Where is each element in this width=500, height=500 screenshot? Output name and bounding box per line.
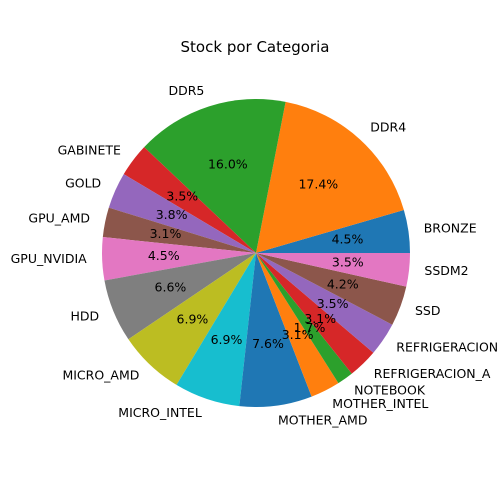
chart-title: Stock por Categoria [181,38,330,56]
label-ddr5: DDR5 [169,83,205,98]
slice-ssdm2 [256,253,410,287]
slice-notebook [256,253,352,384]
pct-refrigeracion: 3.5% [317,296,349,311]
slice-refrigeracion [256,253,393,353]
slice-mother-intel [256,253,339,397]
pct-gabinete: 3.5% [166,189,198,204]
pct-gpu-amd: 3.1% [150,226,182,241]
slice-refrigeracion-a [256,253,374,374]
label-bronze: BRONZE [424,221,477,236]
pct-refrigeracion-a: 3.1% [304,311,336,326]
slice-ssd [256,253,407,325]
label-gold: GOLD [65,176,101,191]
slice-gpu-nvidia [102,237,256,281]
pct-micro-amd: 6.9% [177,312,209,327]
pct-gold: 3.8% [156,207,188,222]
pct-ddr5: 16.0% [208,157,248,172]
slice-micro-intel [176,253,256,407]
slice-gpu-amd [102,207,256,253]
pct-mother-amd: 7.6% [252,336,284,351]
label-micro-intel: MICRO_INTEL [118,405,202,420]
pct-bronze: 4.5% [332,232,364,247]
pct-hdd: 6.6% [155,279,187,294]
pie-slices [102,98,410,407]
slice-micro-amd [128,253,256,385]
label-ddr4: DDR4 [370,120,406,135]
pct-ddr4: 17.4% [298,176,338,191]
slice-ddr5 [144,98,286,253]
pct-ssd: 4.2% [327,276,359,291]
label-ssd: SSD [415,303,441,318]
slice-gold [108,174,256,253]
slice-bronze [256,209,410,253]
label-gpu-nvidia: GPU_NVIDIA [11,251,88,266]
pct-mother-intel: 3.1% [282,327,314,342]
slice-gabinete [123,147,257,253]
pct-micro-intel: 6.9% [211,332,243,347]
slice-hdd [104,253,256,340]
label-refrigeracion-a: REFRIGERACION_A [374,366,491,381]
slice-mother-amd [239,253,312,407]
slice-ddr4 [256,101,404,254]
label-notebook: NOTEBOOK [354,383,426,398]
label-gabinete: GABINETE [58,142,121,157]
label-micro-amd: MICRO_AMD [62,367,139,382]
label-mother-amd: MOTHER_AMD [278,413,367,428]
pct-notebook: 1.7% [294,320,326,335]
percentage-labels: 4.5% 17.4% 16.0% 3.5% 3.8% 3.1% 4.5% 6.6% 6.9%6.… [148,157,364,352]
label-ssdm2: SSDM2 [424,263,468,278]
label-hdd: HDD [70,308,99,323]
pct-gpu-nvidia: 4.5% [148,248,180,263]
label-mother-intel: MOTHER_INTEL [332,396,428,411]
pct-ssdm2: 3.5% [332,255,364,270]
category-labels: BRONZE DDR4 DDR5 GABINETE GOLD GPU_AMD GPU_NVI… [11,83,499,427]
label-refrigeracion: REFRIGERACION [396,339,498,354]
label-gpu-amd: GPU_AMD [28,211,90,226]
